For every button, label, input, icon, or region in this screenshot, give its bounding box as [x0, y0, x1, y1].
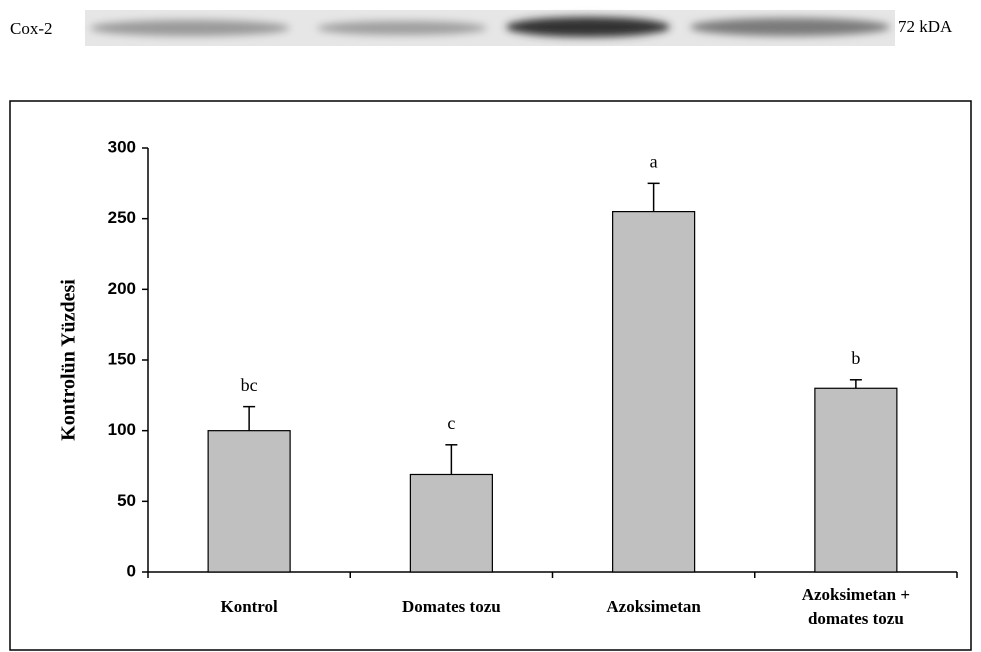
- x-tick-label: Domates tozu: [402, 597, 501, 616]
- y-tick-label: 100: [108, 420, 136, 439]
- y-tick-label: 250: [108, 208, 136, 227]
- blot-label: Cox-2: [10, 19, 53, 38]
- significance-label: c: [447, 413, 455, 433]
- page: Cox-2 72 kDA Kontrolün Yüzdesi 0 50 100 150…: [0, 0, 981, 652]
- bar: [410, 474, 492, 572]
- y-tick-label: 0: [127, 561, 136, 580]
- bar: [208, 431, 290, 572]
- x-tick-label: Kontrol: [220, 597, 278, 616]
- bar: [613, 212, 695, 572]
- bar: [815, 388, 897, 572]
- x-tick-label: Azoksimetan +domates tozu: [802, 585, 910, 628]
- significance-label: b: [851, 348, 860, 368]
- significance-label: bc: [241, 375, 258, 395]
- blot-marker: 72 kDA: [898, 17, 953, 36]
- y-tick-label: 300: [108, 137, 136, 156]
- significance-label: a: [650, 151, 658, 171]
- y-tick-label: 150: [108, 349, 136, 368]
- y-tick-label: 200: [108, 279, 136, 298]
- y-axis-label: Kontrolün Yüzdesi: [58, 279, 80, 441]
- y-tick-label: 50: [117, 491, 136, 510]
- blot-image: [85, 10, 895, 46]
- x-tick-label: Azoksimetan: [606, 597, 701, 616]
